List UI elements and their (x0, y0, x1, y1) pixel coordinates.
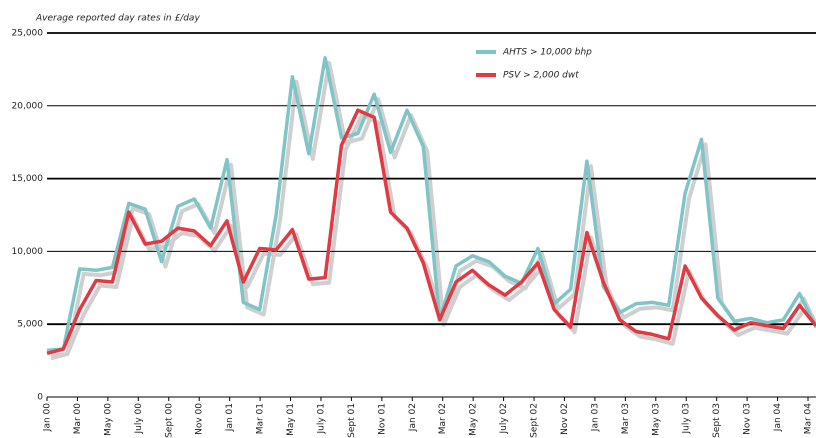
x-tick-label: Sept 00 (164, 403, 174, 438)
x-tick-label: July 00 (134, 403, 144, 435)
y-tick-label: 10,000 (12, 247, 44, 257)
legend-label: PSV > 2,000 dwt (503, 71, 579, 81)
x-tick-label: Mar 01 (256, 403, 266, 434)
x-tick-label: Sept 03 (712, 403, 722, 438)
x-tick-label: Jan 02 (408, 403, 418, 432)
x-tick-label: Mar 00 (73, 403, 83, 435)
x-tick-label: Jan 03 (590, 403, 600, 432)
x-tick-label: Jan 00 (43, 403, 53, 432)
x-tick-label: May 03 (651, 403, 661, 436)
x-tick-label: Jan 04 (773, 403, 783, 432)
x-tick-label: Sept 02 (530, 403, 540, 438)
x-tick-label: Sept 01 (347, 403, 357, 438)
x-tick-label: May 02 (469, 403, 479, 436)
series-line (46, 56, 816, 353)
y-tick-label: 5,000 (17, 320, 43, 330)
line-shadow (50, 60, 816, 358)
x-tick-label: July 01 (316, 403, 326, 435)
x-tick-label: July 02 (499, 403, 509, 435)
chart-title: Average reported day rates in £/day (35, 14, 200, 24)
x-tick-label: Jan 01 (225, 403, 235, 432)
legend-label: AHTS > 10,000 bhp (502, 48, 592, 58)
x-tick-label: July 03 (682, 403, 692, 435)
x-tick-label: Mar 03 (621, 403, 631, 434)
x-tick-label: May 01 (286, 403, 296, 436)
x-tick-label: Nov 03 (743, 403, 753, 435)
x-tick-label: Mar 02 (438, 403, 448, 434)
series-line (46, 108, 816, 355)
x-tick-label: May 00 (103, 403, 113, 436)
x-tick-label: Nov 02 (560, 403, 570, 435)
y-tick-label: 15,000 (12, 174, 44, 184)
x-tick-label: Nov 01 (377, 403, 387, 435)
y-tick-label: 25,000 (12, 29, 44, 39)
x-tick-label: Mar 04 (804, 403, 814, 435)
x-tick-label: Nov 00 (195, 403, 205, 435)
y-tick-label: 0 (37, 393, 43, 403)
y-tick-label: 20,000 (12, 101, 44, 111)
